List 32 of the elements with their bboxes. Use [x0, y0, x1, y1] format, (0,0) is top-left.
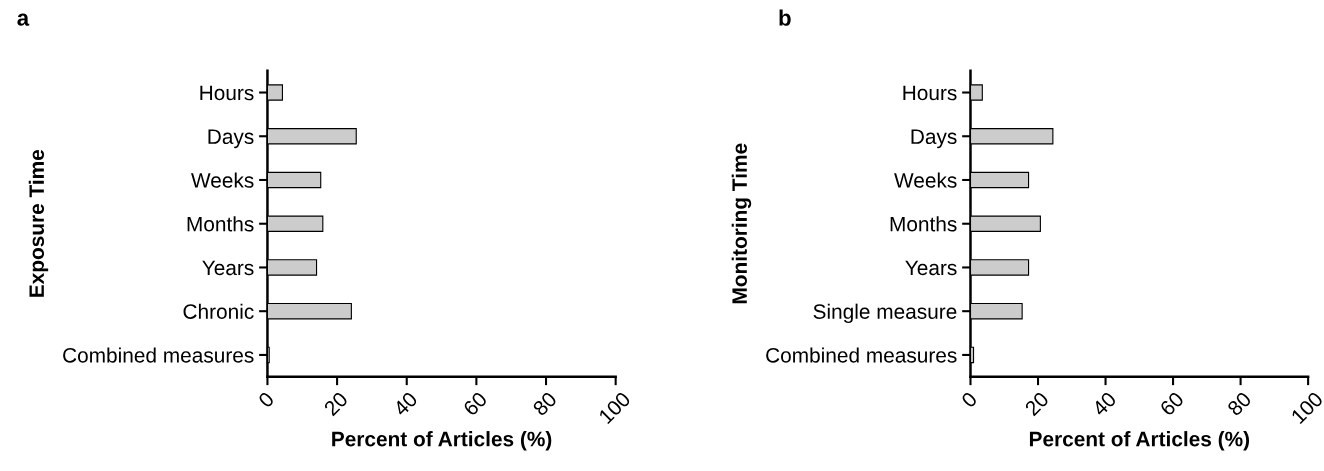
x-tick-label: 100 — [598, 390, 632, 425]
x-tick-label: 20 — [1024, 390, 1050, 417]
y-tick-label: Weeks — [894, 172, 957, 188]
x-tick-label: 40 — [392, 390, 419, 417]
y-tick-label: Months — [187, 216, 254, 232]
y-tick-label: Days — [208, 129, 254, 149]
x-tick-label: 60 — [462, 390, 488, 417]
y-tick-label: Weeks — [191, 172, 254, 188]
y-tick-label: Years — [202, 260, 254, 276]
x-tick-label: 0 — [960, 390, 978, 409]
y-tick-label: Months — [890, 216, 957, 232]
x-axis-title: Percent of Articles (%) — [1029, 431, 1250, 451]
x-tick-label: 20 — [323, 390, 349, 417]
y-tick-label: Days — [911, 129, 957, 149]
y-tick-label: Chronic — [183, 303, 254, 319]
y-tick-label: Hours — [903, 85, 957, 101]
y-axis-title: Exposure Time — [28, 149, 49, 297]
y-tick-label: Combined measures — [63, 347, 254, 363]
y-axis-title: Monitoring Time — [731, 143, 752, 304]
x-tick-label: 0 — [257, 390, 275, 409]
x-tick-label: 40 — [1091, 390, 1118, 417]
x-tick-label: 60 — [1159, 390, 1185, 417]
y-tick-label: Hours — [200, 85, 254, 101]
y-tick-label: Single measure — [813, 303, 957, 324]
text: a — [17, 13, 30, 26]
text: b — [779, 9, 791, 26]
x-tick-label: 80 — [1226, 390, 1253, 417]
y-tick-label: Years — [905, 260, 957, 276]
x-tick-label: 80 — [531, 390, 558, 417]
x-tick-label: 100 — [1290, 390, 1324, 425]
x-axis-title: Percent of Articles (%) — [332, 431, 552, 451]
y-tick-label: Combined measures — [766, 347, 957, 363]
